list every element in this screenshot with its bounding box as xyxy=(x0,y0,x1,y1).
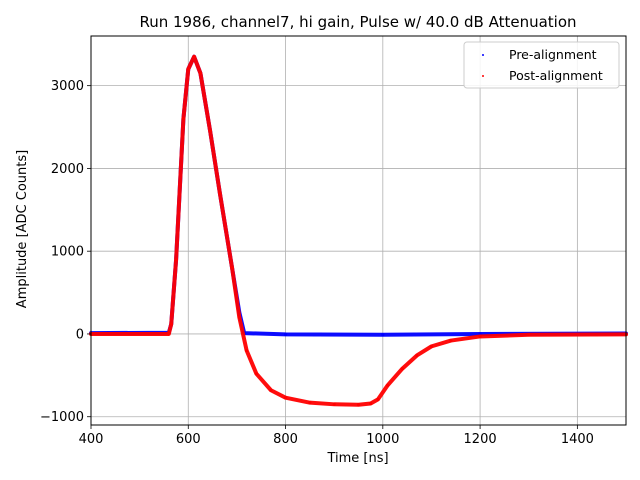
legend: Pre-alignment Post-alignment xyxy=(463,41,620,89)
legend-label-pre-alignment: Pre-alignment xyxy=(509,47,597,62)
plot-frame xyxy=(90,35,627,426)
y-tick-label: −1000 xyxy=(40,410,84,425)
data-point xyxy=(527,333,531,337)
data-point xyxy=(283,332,288,336)
legend-marker-post-alignment xyxy=(482,75,484,77)
y-tick-label: 0 xyxy=(76,327,84,342)
data-point xyxy=(283,396,288,400)
x-tick-label: 600 xyxy=(176,432,201,447)
data-point xyxy=(186,67,190,71)
x-tick-label: 1200 xyxy=(464,432,497,447)
data-point xyxy=(369,401,373,406)
data-point xyxy=(181,117,186,121)
data-point xyxy=(400,367,404,371)
data-point xyxy=(230,266,234,270)
data-point xyxy=(429,344,434,348)
x-tick-label: 1000 xyxy=(366,432,399,447)
data-point xyxy=(386,383,390,387)
axis-ticks: 400 600 800 1000 1200 1400 −1000 0 1000 2000 3000 xyxy=(40,79,594,447)
legend-marker-pre-alignment xyxy=(482,54,484,56)
data-point xyxy=(449,338,453,343)
data-point xyxy=(174,257,178,262)
data-point xyxy=(269,388,273,392)
y-tick-label: 1000 xyxy=(51,245,84,260)
x-tick-label: 1400 xyxy=(561,432,594,447)
plot-series xyxy=(89,54,628,407)
y-tick-label: 2000 xyxy=(51,162,84,177)
data-point xyxy=(254,372,258,376)
data-point xyxy=(478,334,482,339)
data-point xyxy=(308,401,312,405)
data-point xyxy=(376,397,380,401)
x-tick-label: 400 xyxy=(79,432,104,447)
x-axis-label: Time [ns] xyxy=(326,451,388,466)
y-axis-label: Amplitude [ADC Counts] xyxy=(15,150,30,308)
legend-label-post-alignment: Post-alignment xyxy=(509,68,603,83)
data-point xyxy=(332,402,336,406)
data-point xyxy=(169,322,173,326)
data-point xyxy=(167,332,171,336)
data-point xyxy=(245,348,249,353)
data-point xyxy=(208,129,212,133)
series-post-alignment xyxy=(89,54,628,407)
data-point xyxy=(381,333,385,337)
data-point xyxy=(198,71,203,75)
data-point xyxy=(192,55,196,59)
legend-box xyxy=(463,41,620,89)
chart-title: Run 1986, channel7, hi gain, Pulse w/ 40… xyxy=(139,13,576,31)
y-tick-label: 3000 xyxy=(51,79,84,94)
data-point xyxy=(415,353,419,358)
data-point xyxy=(237,315,241,319)
data-point xyxy=(356,403,361,407)
data-point xyxy=(218,191,222,195)
x-tick-label: 800 xyxy=(273,432,298,447)
